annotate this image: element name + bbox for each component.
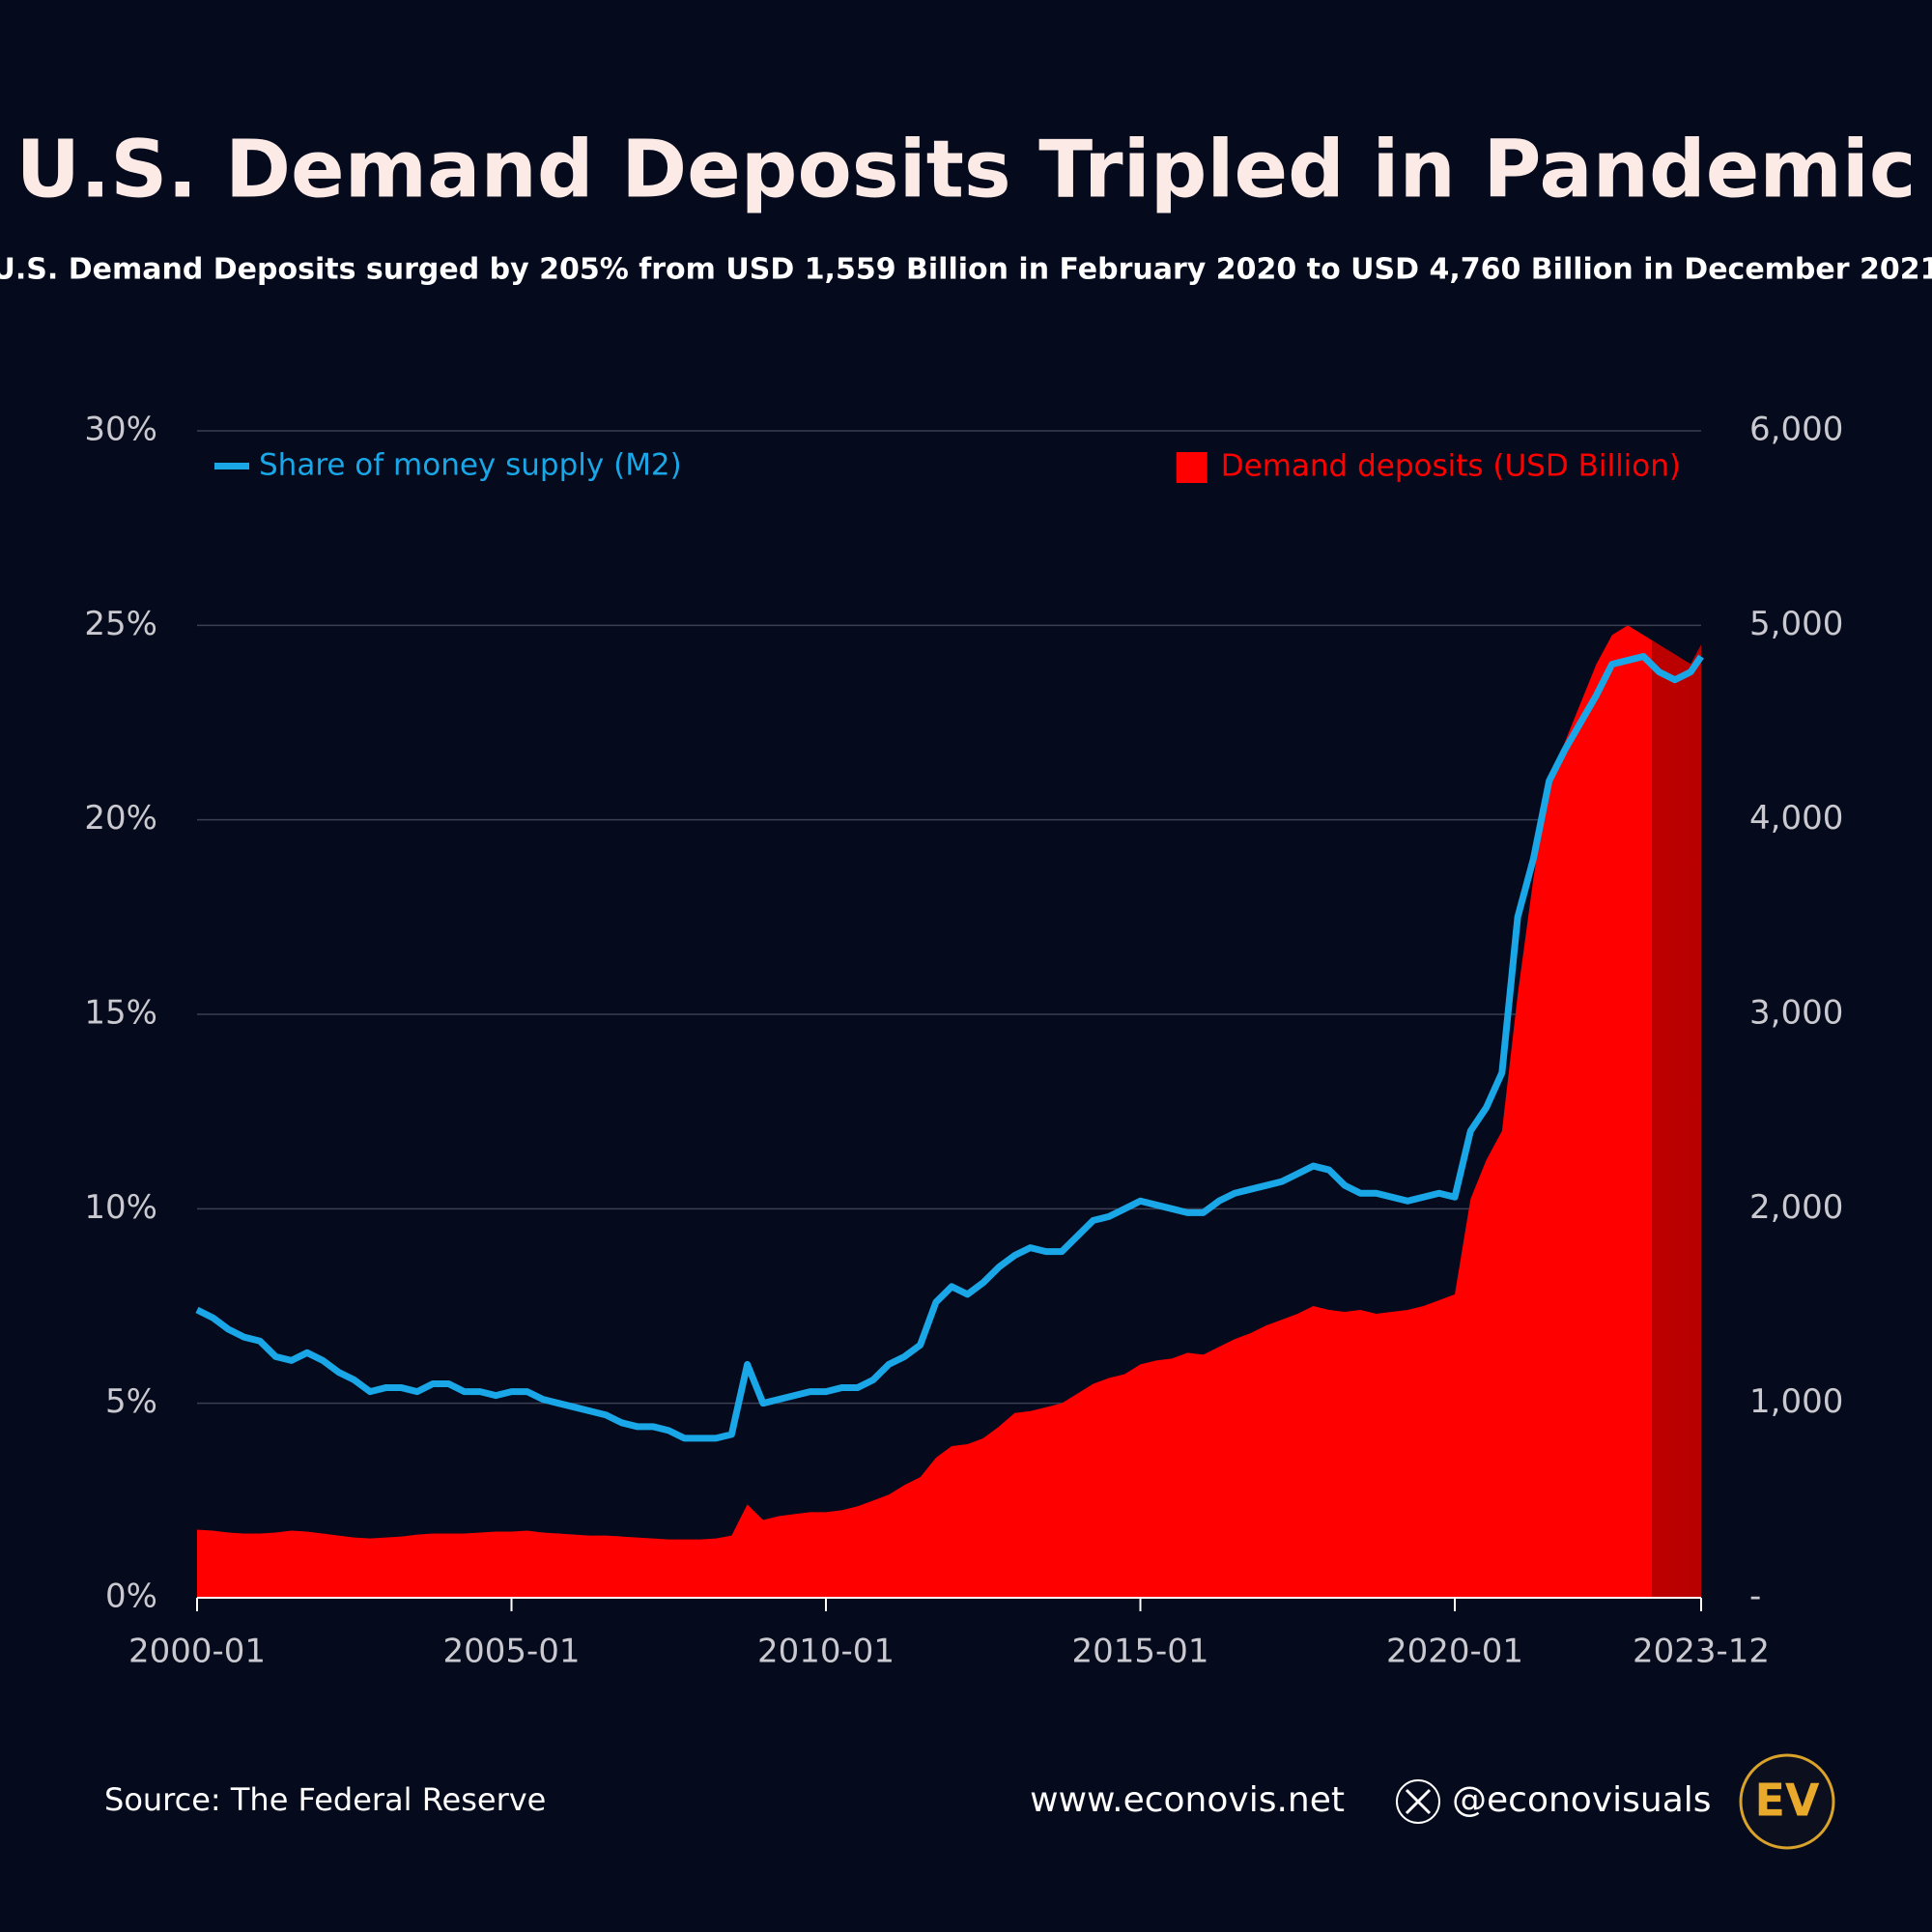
legend-swatch xyxy=(214,463,249,469)
line xyxy=(195,653,1704,1442)
y-tick-label: 20% xyxy=(84,799,157,838)
website: www.econovis.net xyxy=(1030,1780,1345,1820)
handle: @econovisuals xyxy=(1452,1780,1712,1820)
logo: EV xyxy=(1754,1775,1819,1827)
chart-title: U.S. Demand Deposits Tripled in Pandemic xyxy=(16,124,1917,215)
y-tick-label: 5% xyxy=(105,1382,157,1421)
y-tick-label: 0% xyxy=(105,1577,157,1616)
x-icon xyxy=(1396,1779,1440,1824)
x-tick-label: 2010-01 xyxy=(757,1633,895,1671)
x-tick-label: 2023-12 xyxy=(1633,1633,1770,1671)
y-tick-label: 25% xyxy=(84,605,157,643)
legend-swatch xyxy=(1176,452,1208,483)
y-tick-label: 15% xyxy=(84,994,157,1033)
y2-tick-label: 3,000 xyxy=(1749,994,1843,1033)
chart-subtitle: U.S. Demand Deposits surged by 205% from… xyxy=(0,253,1932,287)
source: Source: The Federal Reserve xyxy=(104,1781,546,1818)
y-tick-label: 30% xyxy=(84,411,157,449)
x-icon-glyph xyxy=(1405,1788,1432,1815)
y2-tick-label: - xyxy=(1749,1577,1761,1616)
logo-badge xyxy=(1739,1753,1835,1850)
x-tick-label: 2005-01 xyxy=(442,1633,580,1671)
y-tick-label: 10% xyxy=(84,1188,157,1227)
y2-tick-label: 2,000 xyxy=(1749,1188,1843,1227)
legend-label: Demand deposits (USD Billion) xyxy=(1221,449,1681,484)
y2-tick-label: 5,000 xyxy=(1749,605,1843,643)
x-tick-label: 2020-01 xyxy=(1386,1633,1523,1671)
x-tick-label: 2000-01 xyxy=(128,1633,266,1671)
x-tick-label: 2015-01 xyxy=(1071,1633,1208,1671)
y2-tick-label: 6,000 xyxy=(1749,411,1843,449)
y2-tick-label: 4,000 xyxy=(1749,799,1843,838)
legend-label: Share of money supply (M2) xyxy=(259,448,682,483)
y2-tick-label: 1,000 xyxy=(1749,1382,1843,1421)
area xyxy=(197,625,1701,1598)
